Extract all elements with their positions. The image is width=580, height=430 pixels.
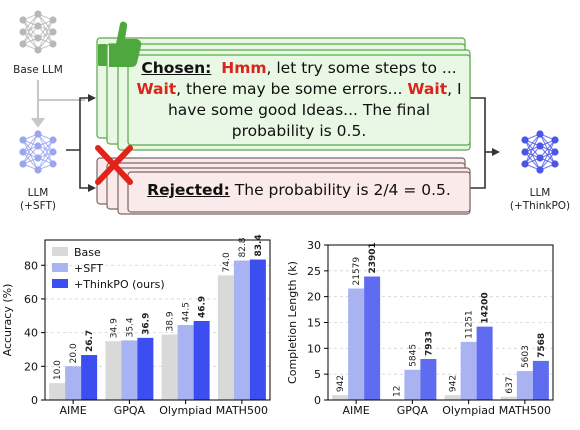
y-tick-label: 10 — [307, 342, 321, 355]
bar-value-label: 35.4 — [125, 317, 135, 337]
y-tick-label: 15 — [307, 317, 321, 330]
bar — [137, 338, 153, 400]
bar — [348, 289, 364, 400]
bar — [364, 277, 380, 400]
bar — [105, 341, 121, 400]
bar-value-label: 12 — [392, 385, 402, 396]
bar — [445, 395, 461, 400]
bar — [420, 359, 436, 400]
bar-value-label: 5603 — [521, 345, 531, 368]
x-tick-label: AIME — [343, 404, 370, 417]
chosen-line2-mid: , there may be some errors... — [176, 80, 407, 98]
bar — [121, 340, 137, 400]
x-tick-label: Olympiad — [442, 404, 495, 417]
y-tick-label: 0 — [31, 394, 38, 407]
chosen-response-text: Chosen: Hmm, let try some steps to ... W… — [128, 58, 470, 142]
bar — [162, 334, 178, 400]
accuracy-bar-chart: 0 20 40 60 80 10.0 20.0 26.7 AIME 34.9 35.4 36.9 GPQ… — [1, 234, 270, 417]
base-to-sft-connector — [32, 80, 85, 126]
legend-label: +ThinkPO (ours) — [74, 278, 165, 291]
y-tick-label: 5 — [314, 368, 321, 381]
bar-value-label: 44.5 — [182, 302, 192, 322]
bar-value-label: 5845 — [408, 344, 418, 367]
legend-label: Base — [74, 246, 101, 259]
bar — [332, 395, 348, 400]
thinkpo-llm-label: LLM — [530, 187, 551, 199]
bar — [178, 325, 194, 400]
bar — [81, 355, 97, 400]
y-axis-label: Completion Length (k) — [286, 261, 299, 384]
thinkpo-llm-sublabel: (+ThinkPO) — [510, 200, 570, 212]
bar — [461, 342, 477, 400]
y-tick-label: 20 — [24, 360, 38, 373]
chosen-line2-end: , I — [447, 80, 461, 98]
x-tick-label: GPQA — [114, 404, 146, 417]
thinkpo-llm-network-icon — [521, 130, 558, 173]
bar-value-label: 21579 — [352, 257, 362, 286]
rejected-text: The probability is 2/4 = 0.5. — [230, 181, 451, 199]
x-tick-label: MATH500 — [216, 404, 268, 417]
bar-value-label: 942 — [336, 375, 346, 392]
legend-label: +SFT — [74, 262, 103, 275]
bar-value-label: 11251 — [465, 310, 475, 339]
sft-llm-network-icon — [19, 130, 56, 173]
sft-llm-sublabel: (+SFT) — [20, 200, 56, 212]
bar-value-label: 46.9 — [198, 296, 208, 318]
chosen-line1-rest: , let try some steps to ... — [267, 59, 457, 77]
rejected-label: Rejected: — [147, 181, 230, 199]
bar-value-label: 38.9 — [166, 311, 176, 331]
wait-keyword-1: Wait — [136, 80, 176, 98]
chosen-line3: have some good Ideas... The final — [128, 100, 470, 121]
wait-keyword-2: Wait — [407, 80, 447, 98]
rejected-response-text: Rejected: The probability is 2/4 = 0.5. — [128, 180, 470, 201]
legend-swatch — [52, 247, 68, 256]
bar — [218, 275, 234, 400]
completion-length-bar-chart: 0 5 10 15 20 25 30 942 21579 23901 AIME 12 5845 7933 G… — [286, 239, 553, 417]
bar — [533, 361, 549, 400]
sft-llm-label: LLM — [28, 187, 49, 199]
y-tick-label: 0 — [314, 394, 321, 407]
y-tick-label: 20 — [307, 291, 321, 304]
x-tick-label: AIME — [60, 404, 87, 417]
bar-value-label: 36.9 — [141, 313, 151, 335]
bar — [194, 321, 210, 400]
y-tick-label: 60 — [24, 293, 38, 306]
bar-value-label: 20.0 — [69, 343, 79, 363]
bar — [404, 370, 420, 400]
bar — [234, 261, 250, 400]
bar-value-label: 23901 — [368, 242, 378, 273]
bar — [49, 383, 65, 400]
x-tick-label: Olympiad — [159, 404, 212, 417]
bar — [517, 371, 533, 400]
bar-value-label: 942 — [449, 375, 459, 392]
legend-swatch — [52, 279, 68, 288]
legend-swatch — [52, 263, 68, 272]
bar-value-label: 26.7 — [85, 330, 95, 352]
base-llm-network-icon — [19, 10, 56, 53]
y-axis-label: Accuracy (%) — [1, 284, 14, 357]
y-tick-label: 30 — [307, 239, 321, 252]
base-llm-label: Base LLM — [13, 64, 63, 76]
bar-value-label: 14200 — [481, 292, 491, 323]
y-tick-label: 40 — [24, 327, 38, 340]
bar-value-label: 83.4 — [254, 234, 264, 256]
bar-value-label: 7568 — [537, 333, 547, 358]
bar-value-label: 7933 — [424, 331, 434, 356]
bar-value-label: 637 — [505, 377, 515, 394]
bar — [477, 327, 493, 400]
legend: Base +SFT +ThinkPO (ours) — [52, 246, 165, 291]
hmm-keyword: Hmm — [221, 59, 266, 77]
chosen-line4: probability is 0.5. — [128, 121, 470, 142]
bar-value-label: 34.9 — [109, 318, 119, 338]
bar-value-label: 10.0 — [53, 360, 63, 380]
bar-value-label: 74.0 — [222, 252, 232, 272]
chosen-label: Chosen: — [141, 59, 211, 77]
y-tick-label: 25 — [307, 265, 321, 278]
bar — [250, 260, 266, 400]
bar — [65, 366, 81, 400]
y-tick-label: 80 — [24, 259, 38, 272]
x-tick-label: GPQA — [397, 404, 429, 417]
x-tick-label: MATH500 — [499, 404, 551, 417]
